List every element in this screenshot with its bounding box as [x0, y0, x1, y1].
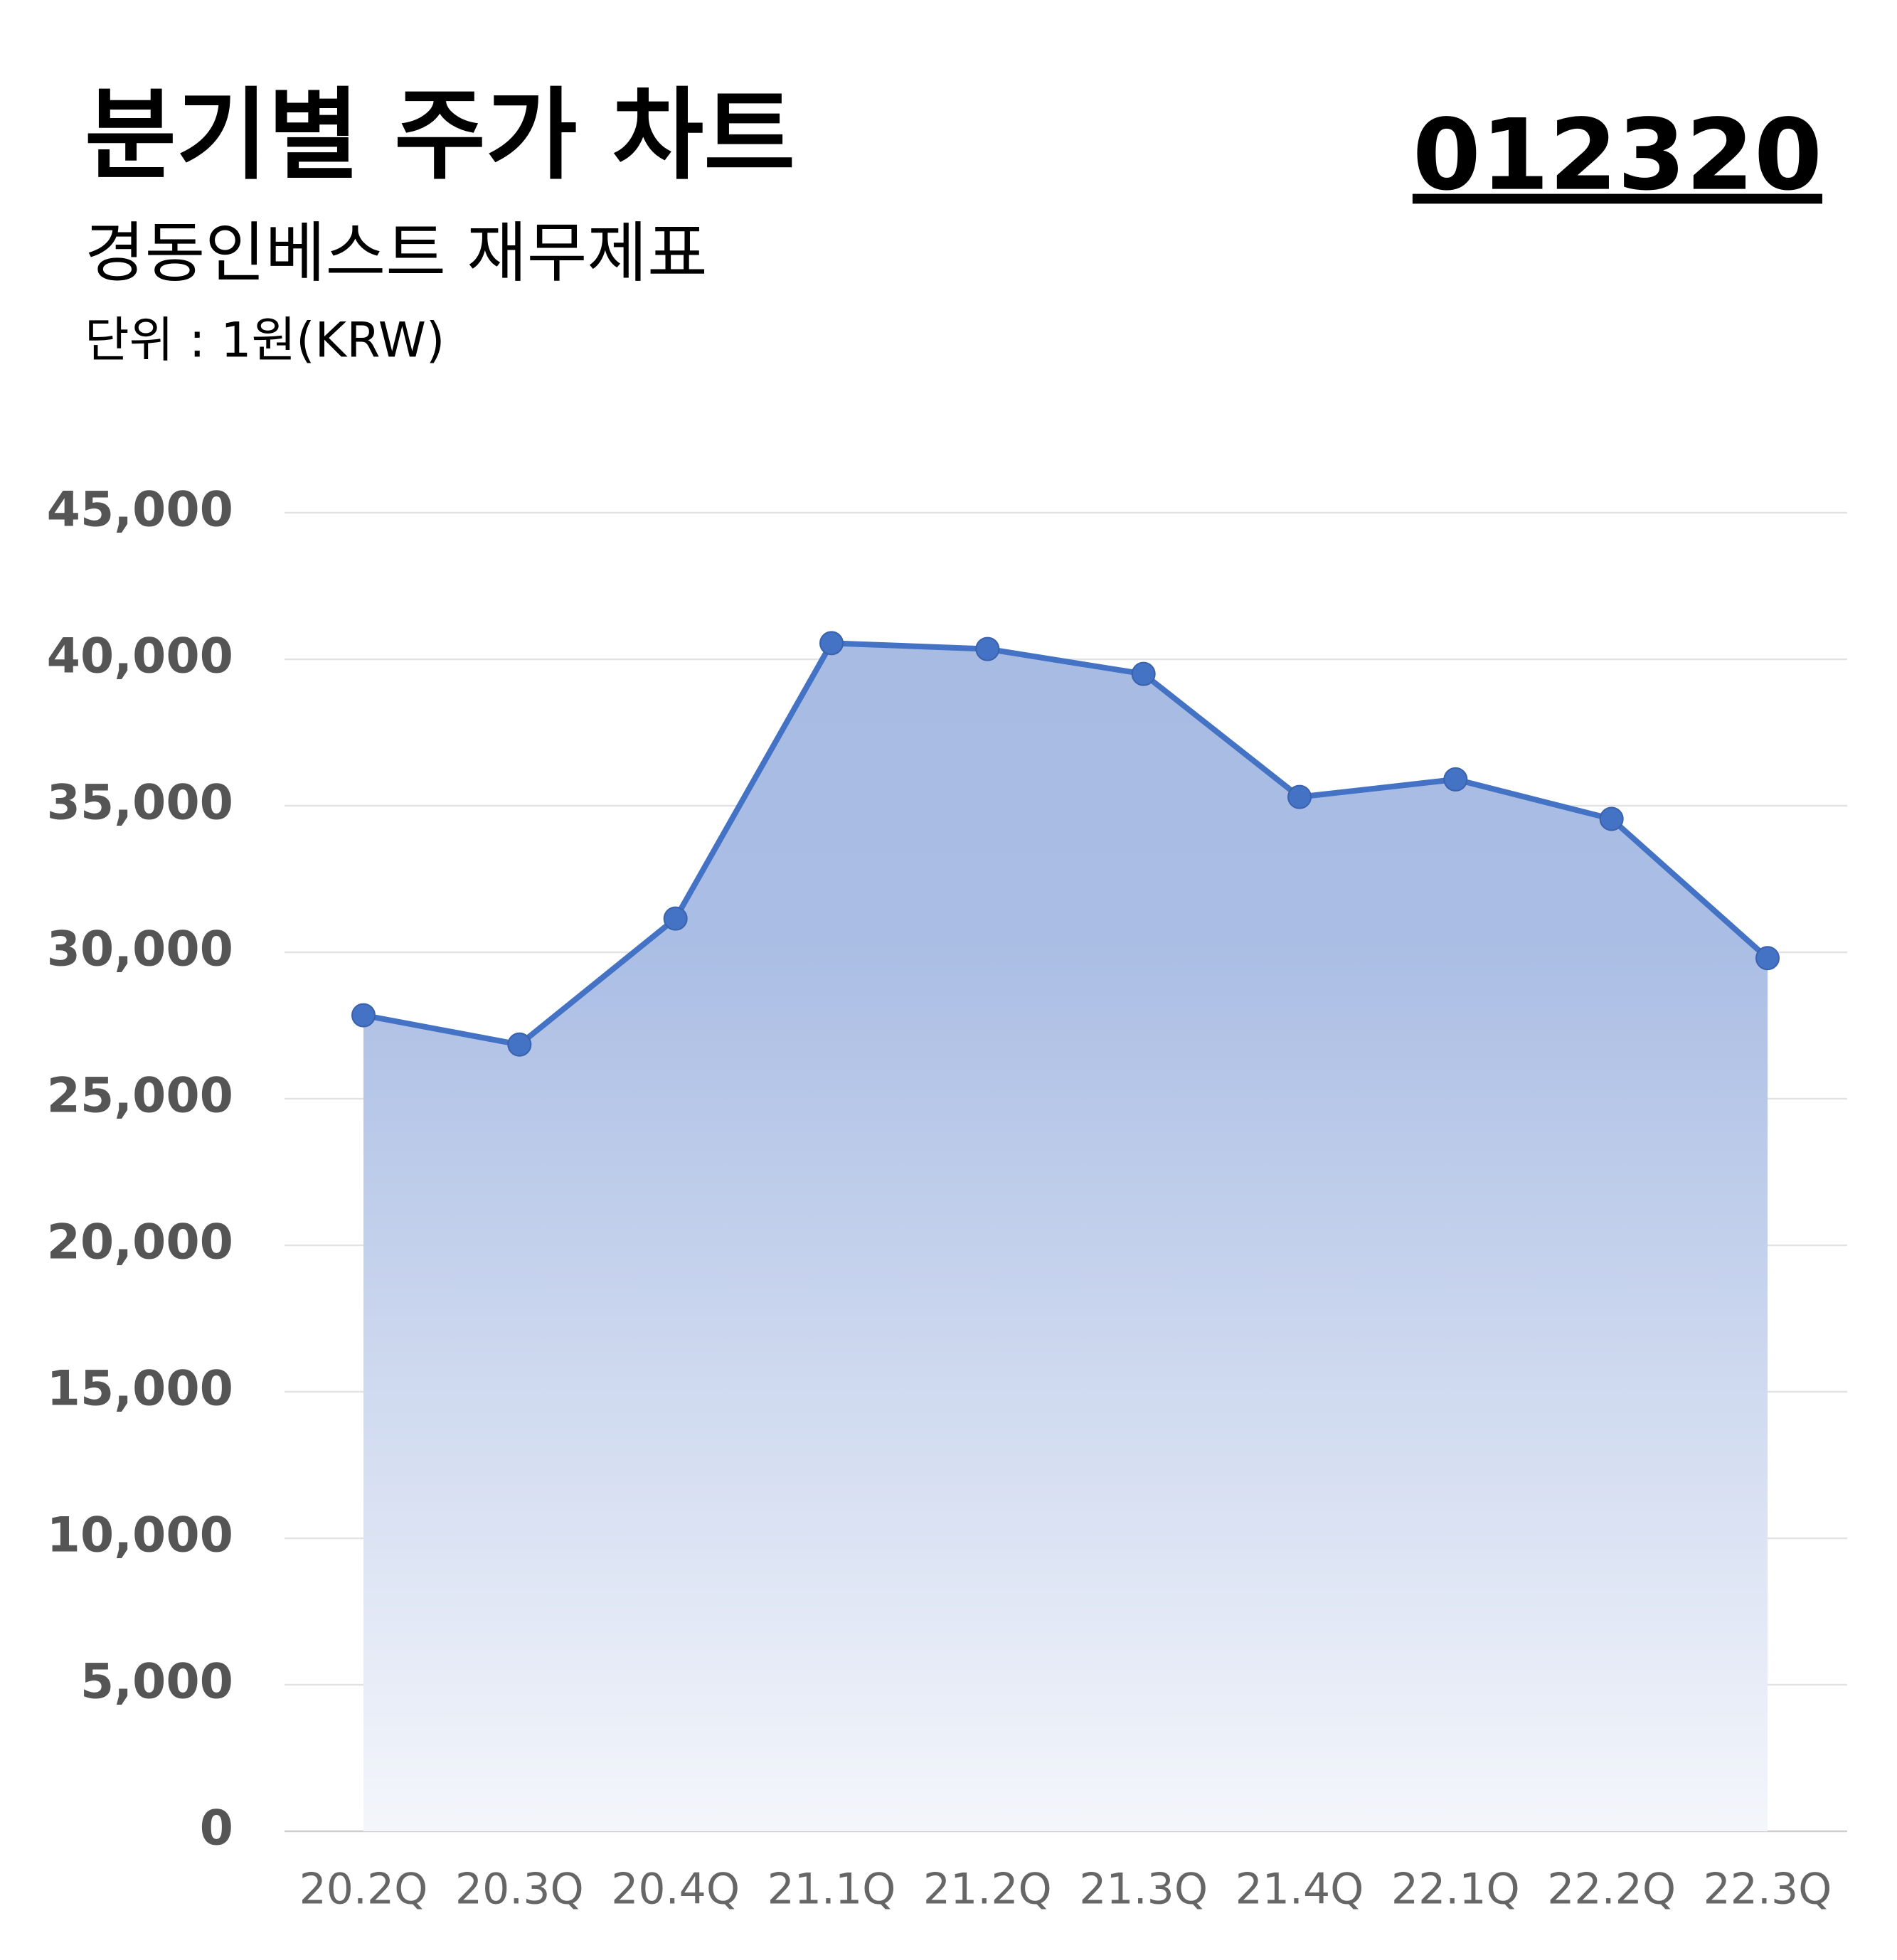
- point: [351, 1003, 376, 1028]
- stock-code: 012320: [1413, 98, 1822, 213]
- point: [1131, 661, 1156, 686]
- point: [1755, 946, 1780, 971]
- point: [663, 906, 688, 931]
- x-tick-label: 21.1Q: [767, 1865, 896, 1914]
- y-tick-label: 0: [200, 1801, 233, 1857]
- point: [819, 631, 844, 656]
- y-tick-label: 5,000: [80, 1654, 233, 1710]
- line: [363, 640, 1770, 1048]
- x-tick-label: 20.4Q: [611, 1865, 740, 1914]
- x-tick-label: 22.3Q: [1704, 1865, 1832, 1914]
- x-tick-label: 22.2Q: [1547, 1865, 1676, 1914]
- y-tick-label: 30,000: [47, 922, 233, 978]
- point: [1287, 784, 1312, 809]
- x-tick-label: 21.3Q: [1079, 1865, 1208, 1914]
- x-tick-label: 22.1Q: [1391, 1865, 1520, 1914]
- y-tick-label: 45,000: [47, 482, 233, 538]
- x-tick-label: 21.2Q: [923, 1865, 1052, 1914]
- y-tick-label: 35,000: [47, 775, 233, 831]
- x-tick-label: 21.4Q: [1236, 1865, 1364, 1914]
- point: [975, 637, 1000, 661]
- y-tick-label: 25,000: [47, 1068, 233, 1124]
- point: [1443, 767, 1468, 792]
- point: [507, 1032, 532, 1057]
- chart-subtitle: 경동인베스트 재무제표: [85, 215, 708, 291]
- y-tick-label: 10,000: [47, 1508, 233, 1564]
- y-tick-label: 15,000: [47, 1361, 233, 1417]
- y-tick-label: 40,000: [47, 629, 233, 685]
- y-tick-label: 20,000: [47, 1215, 233, 1271]
- chart-title: 분기별 주가 차트: [85, 78, 795, 194]
- plot: [351, 631, 1780, 1831]
- unit-note: 단위 : 1원(KRW): [85, 313, 445, 369]
- area: [363, 643, 1768, 1831]
- x-tick-label: 20.3Q: [455, 1865, 584, 1914]
- point: [1599, 806, 1624, 831]
- x-tick-label: 20.2Q: [299, 1865, 428, 1914]
